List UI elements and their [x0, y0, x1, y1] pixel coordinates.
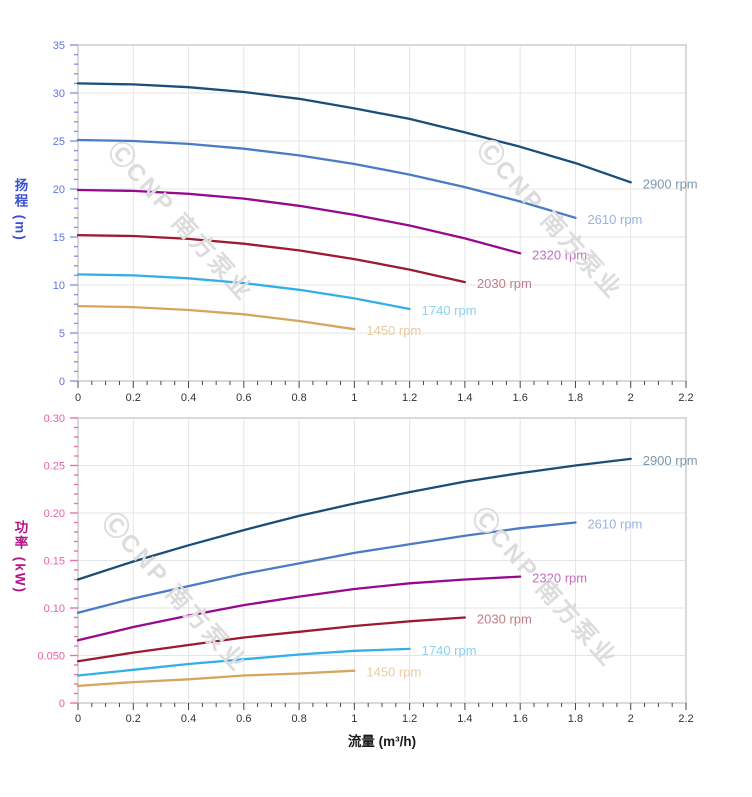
series-line	[76, 669, 356, 688]
x-tick-label: 0.8	[291, 713, 306, 725]
y-tick-label: 5	[59, 328, 65, 340]
x-tick-label: 1.2	[402, 713, 417, 725]
series-line	[76, 82, 632, 184]
x-tick-label: 0.6	[236, 713, 251, 725]
x-tick-label: 2	[628, 392, 634, 404]
x-tick-label: 2.2	[678, 713, 693, 725]
series-label: 1740 rpm	[422, 303, 477, 318]
series-line	[76, 521, 577, 614]
x-tick-label: 2	[628, 713, 634, 725]
series-label: 2320 rpm	[532, 571, 587, 586]
x-tick-label: 0.2	[126, 392, 141, 404]
series-label: 2320 rpm	[532, 247, 587, 262]
x-tick-label: 1	[351, 713, 357, 725]
series-line	[76, 304, 356, 331]
series-label: 2900 rpm	[643, 453, 698, 468]
series-line	[76, 138, 577, 219]
y-tick-label: 20	[53, 184, 65, 196]
series-line	[76, 647, 411, 677]
x-tick-label: 0.2	[126, 713, 141, 725]
series-line	[76, 188, 522, 255]
x-tick-label: 2.2	[678, 392, 693, 404]
series-line	[76, 457, 632, 581]
y-tick-label: 30	[53, 88, 65, 100]
series-label: 2030 rpm	[477, 276, 532, 291]
head-axis-title: 扬程 (m)	[12, 178, 28, 242]
power-axis-title: 功率 (kW)	[12, 520, 28, 594]
x-tick-label: 0.8	[291, 392, 306, 404]
x-tick-label: 1.8	[568, 392, 583, 404]
x-tick-label: 0	[75, 713, 81, 725]
y-tick-label: 25	[53, 136, 65, 148]
y-tick-label: 0.10	[44, 603, 65, 615]
series-label: 2610 rpm	[587, 212, 642, 227]
y-tick-label: 0.25	[44, 461, 65, 473]
head-axis-title-text: 扬程 (m)	[12, 178, 28, 242]
series-line	[76, 575, 522, 642]
series-label: 2030 rpm	[477, 612, 532, 627]
x-tick-label: 0.4	[181, 713, 196, 725]
series-label: 2900 rpm	[643, 176, 698, 191]
x-tick-label: 0.4	[181, 392, 196, 404]
y-tick-label: 0	[59, 698, 65, 710]
series-label: 1740 rpm	[422, 643, 477, 658]
y-tick-label: 15	[53, 232, 65, 244]
y-tick-label: 0.15	[44, 556, 65, 568]
series-label: 1450 rpm	[366, 323, 421, 338]
y-tick-label: 35	[53, 40, 65, 52]
x-tick-label: 1.6	[513, 392, 528, 404]
x-tick-label: 0	[75, 392, 81, 404]
series-line	[76, 273, 411, 311]
y-tick-label: 0.050	[37, 651, 65, 663]
x-tick-label: 1.4	[457, 713, 472, 725]
x-tick-label: 0.6	[236, 392, 251, 404]
x-tick-label: 1.6	[513, 713, 528, 725]
y-tick-label: 0	[59, 376, 65, 388]
series-label: 2610 rpm	[587, 517, 642, 532]
x-tick-label: 1.2	[402, 392, 417, 404]
x-tick-label: 1.4	[457, 392, 472, 404]
y-tick-label: 0.30	[44, 413, 65, 425]
series-line	[76, 233, 467, 284]
series-line	[76, 616, 467, 663]
x-axis-title: 流量 (m³/h)	[348, 733, 416, 749]
series-label: 1450 rpm	[366, 665, 421, 680]
y-tick-label: 0.20	[44, 508, 65, 520]
x-tick-label: 1	[351, 392, 357, 404]
power-axis-title-text: 功率 (kW)	[12, 520, 28, 594]
y-tick-label: 10	[53, 280, 65, 292]
x-tick-label: 1.8	[568, 713, 583, 725]
